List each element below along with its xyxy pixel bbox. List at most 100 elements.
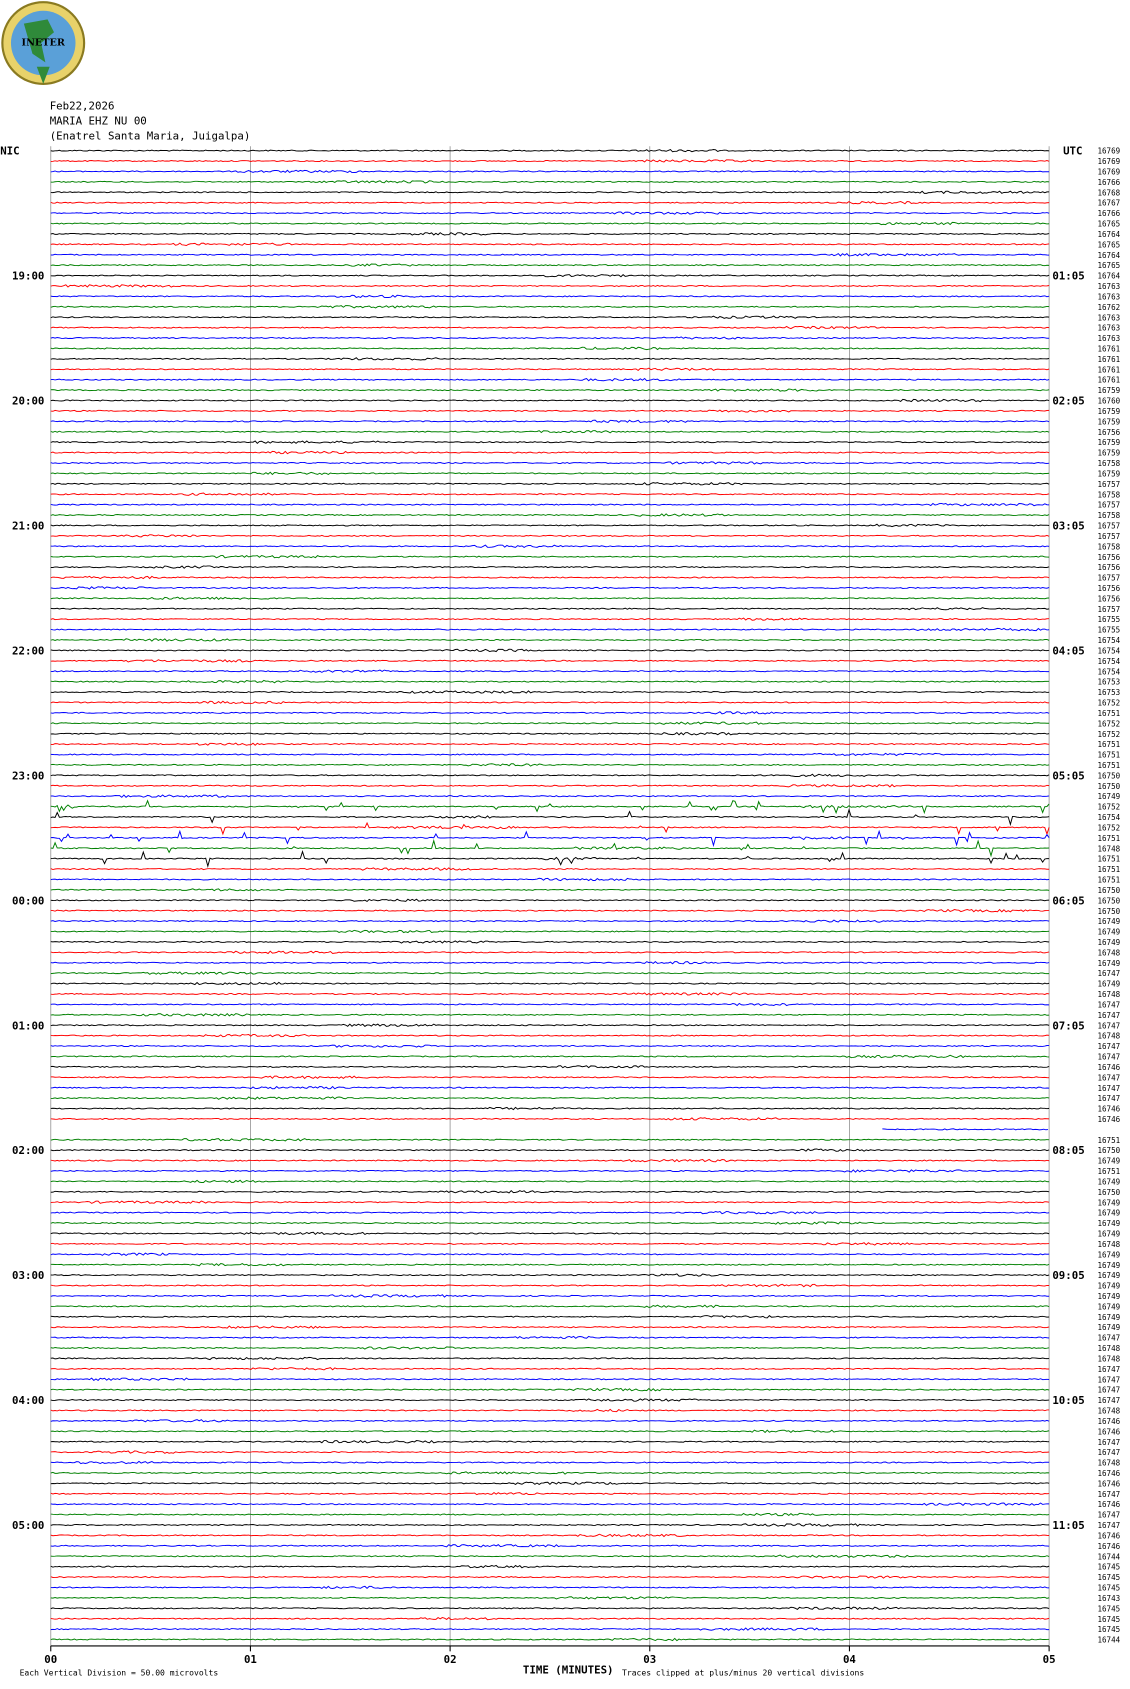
- trace: [50, 773, 1050, 778]
- trace-count: 16757: [1098, 522, 1121, 531]
- trace: [50, 808, 1050, 827]
- trace: [50, 450, 1050, 455]
- trace-count: 16756: [1098, 584, 1121, 593]
- trace-count: 16751: [1098, 855, 1121, 864]
- trace: [50, 1117, 1050, 1121]
- trace-count: 16763: [1098, 292, 1121, 301]
- trace: [50, 315, 1050, 319]
- trace-count: 16754: [1098, 646, 1121, 655]
- trace-count: 16749: [1098, 980, 1121, 989]
- trace-count: 16755: [1098, 615, 1121, 624]
- left-hour: 03:00: [12, 1269, 44, 1282]
- trace: [50, 1450, 1050, 1454]
- trace-count: 16746: [1098, 1063, 1121, 1072]
- trace-count: 16768: [1098, 188, 1121, 197]
- trace: [50, 908, 1050, 913]
- left-hour: 02:00: [12, 1144, 44, 1157]
- trace-count: 16757: [1098, 480, 1121, 489]
- trace-count: 16750: [1098, 1188, 1121, 1197]
- trace-count: 16749: [1098, 1302, 1121, 1311]
- trace: [50, 1606, 1050, 1611]
- trace-count: 16748: [1098, 1459, 1121, 1468]
- trace-count: 16746: [1098, 1500, 1121, 1509]
- trace: [50, 1356, 1050, 1361]
- trace-count: 16751: [1098, 1136, 1121, 1145]
- trace-count: 16749: [1098, 938, 1121, 947]
- trace: [50, 523, 1050, 528]
- trace: [50, 1408, 1050, 1413]
- trace-count: 16750: [1098, 1146, 1121, 1155]
- trace-count: 16760: [1098, 397, 1121, 406]
- trace: [50, 960, 1050, 965]
- left-hour: 05:00: [12, 1519, 44, 1532]
- trace-count: 16749: [1098, 1323, 1121, 1332]
- right-hour: 09:05: [1052, 1269, 1084, 1282]
- right-hour: 07:05: [1052, 1019, 1084, 1032]
- trace-count: 16745: [1098, 1625, 1121, 1634]
- trace: [50, 148, 1050, 153]
- trace-count: 16747: [1098, 1386, 1121, 1395]
- trace-count: 16748: [1098, 990, 1121, 999]
- right-hour: 02:05: [1052, 395, 1084, 408]
- trace: [50, 1335, 1050, 1339]
- trace-count: 16752: [1098, 719, 1121, 728]
- trace-count: 16750: [1098, 771, 1121, 780]
- trace: [50, 1481, 1050, 1486]
- trace-count: 16761: [1098, 365, 1121, 374]
- trace: [50, 534, 1050, 538]
- trace-count: 16751: [1098, 761, 1121, 770]
- trace: [50, 1044, 1050, 1048]
- x-tick-label: 03: [643, 1653, 656, 1666]
- logo-text: INETER: [22, 38, 66, 49]
- trace: [50, 981, 1050, 986]
- trace-count: 16749: [1098, 1177, 1121, 1186]
- trace-count: 16755: [1098, 626, 1121, 635]
- trace-count: 16759: [1098, 417, 1121, 426]
- left-title: NIC: [0, 145, 19, 158]
- trace-count: 16763: [1098, 282, 1121, 291]
- trace-count: 16757: [1098, 501, 1121, 510]
- trace: [50, 200, 1050, 205]
- trace: [50, 1158, 1050, 1163]
- trace: [50, 1575, 1050, 1579]
- trace: [50, 1429, 1050, 1434]
- trace: [50, 1377, 1050, 1382]
- left-hour: 19:00: [12, 270, 44, 283]
- trace: [50, 409, 1050, 413]
- trace-count: 16748: [1098, 1354, 1121, 1363]
- trace: [50, 1200, 1050, 1204]
- trace: [50, 617, 1050, 621]
- trace-count: 16747: [1098, 1521, 1121, 1530]
- trace-count: 16744: [1098, 1636, 1121, 1645]
- trace: [50, 669, 1050, 673]
- trace-count: 16753: [1098, 688, 1121, 697]
- trace: [50, 492, 1050, 496]
- trace-count: 16750: [1098, 782, 1121, 791]
- trace: [50, 1096, 1050, 1100]
- trace-count: 16749: [1098, 917, 1121, 926]
- trace: [50, 711, 1050, 715]
- trace: [50, 1242, 1050, 1246]
- trace-count: 16769: [1098, 157, 1121, 166]
- trace-count: 16747: [1098, 1438, 1121, 1447]
- trace: [50, 648, 1050, 653]
- trace: [50, 440, 1050, 444]
- plot: 00 01 02 03 04 051676916769167691676616768167…: [12, 146, 1121, 1666]
- x-tick-label: 04: [843, 1653, 856, 1666]
- trace: [50, 1367, 1050, 1371]
- trace-count: 16746: [1098, 1531, 1121, 1540]
- trace: [50, 294, 1050, 298]
- trace-count: 16743: [1098, 1594, 1121, 1603]
- trace-count: 16765: [1098, 220, 1121, 229]
- trace-count: 16747: [1098, 1396, 1121, 1405]
- trace: [50, 575, 1050, 580]
- trace: [50, 1616, 1050, 1621]
- trace: [50, 1325, 1050, 1329]
- scale-note: Each Vertical Division = 50.00 microvolt…: [20, 1668, 219, 1677]
- trace-count: 16753: [1098, 678, 1121, 687]
- trace-count: 16746: [1098, 1115, 1121, 1124]
- trace-count: 16745: [1098, 1615, 1121, 1624]
- trace-count: 16747: [1098, 1042, 1121, 1051]
- x-tick-label: 02: [444, 1653, 457, 1666]
- x-axis-label: TIME (MINUTES): [523, 1664, 614, 1677]
